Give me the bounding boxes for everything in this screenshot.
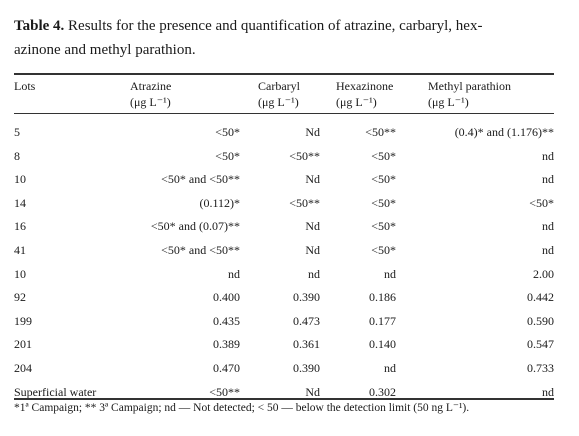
cell-carbaryl: 0.361 [293, 337, 320, 352]
cell-carbaryl: 0.473 [293, 313, 320, 328]
cell-atrazine: <50* and (0.07)** [150, 219, 240, 234]
table-row: 199 0.435 0.473 0.177 0.590 [14, 310, 554, 334]
table-row: 16 <50* and (0.07)** Nd <50* nd [14, 215, 554, 239]
cell-carbaryl: nd [308, 266, 320, 281]
header-carbaryl-unit: (μg L⁻¹) [258, 95, 299, 109]
cell-methyl-parathion: 2.00 [533, 266, 554, 281]
cell-atrazine: (0.112)* [199, 195, 240, 210]
header-carbaryl: Carbaryl (μg L⁻¹) [258, 78, 300, 110]
cell-carbaryl: Nd [305, 384, 320, 399]
table-row: 204 0.470 0.390 nd 0.733 [14, 357, 554, 381]
cell-carbaryl: <50** [289, 195, 320, 210]
table-row: 14 (0.112)* <50** <50* <50* [14, 192, 554, 216]
cell-methyl-parathion: <50* [529, 195, 554, 210]
cell-carbaryl: 0.390 [293, 290, 320, 305]
cell-lots: 10 [14, 172, 26, 187]
cell-methyl-parathion: nd [542, 242, 554, 257]
header-atrazine-unit: (μg L⁻¹) [130, 95, 171, 109]
cell-lots: 201 [14, 337, 32, 352]
cell-methyl-parathion: nd [542, 219, 554, 234]
cell-hexazinone: <50* [371, 195, 396, 210]
cell-methyl-parathion: 0.733 [527, 360, 554, 375]
cell-hexazinone: 0.302 [369, 384, 396, 399]
header-hexazinone-label: Hexazinone [336, 79, 394, 93]
cell-carbaryl: Nd [305, 172, 320, 187]
cell-lots: 204 [14, 360, 32, 375]
cell-lots: 14 [14, 195, 26, 210]
header-carbaryl-label: Carbaryl [258, 79, 300, 93]
cell-methyl-parathion: nd [542, 172, 554, 187]
cell-hexazinone: <50* [371, 242, 396, 257]
cell-carbaryl: Nd [305, 242, 320, 257]
cell-methyl-parathion: 0.590 [527, 313, 554, 328]
header-atrazine-label: Atrazine [130, 79, 172, 93]
cell-carbaryl: <50** [289, 148, 320, 163]
cell-hexazinone: <50** [365, 125, 396, 139]
table-row: 41 <50* and <50** Nd <50* nd [14, 239, 554, 263]
cell-atrazine: <50* and <50** [161, 172, 240, 187]
cell-hexazinone: <50* [371, 148, 396, 163]
cell-methyl-parathion: nd [542, 148, 554, 163]
cell-atrazine: 0.389 [213, 337, 240, 352]
cell-methyl-parathion: 0.547 [527, 337, 554, 352]
cell-methyl-parathion: (0.4)* and (1.176)** [454, 125, 554, 139]
cell-lots: 8 [14, 148, 20, 163]
cell-methyl-parathion: 0.442 [527, 290, 554, 305]
cell-lots: 10 [14, 266, 26, 281]
header-lots: Lots [14, 78, 35, 94]
cell-hexazinone: 0.177 [369, 313, 396, 328]
header-hexazinone: Hexazinone (μg L⁻¹) [336, 78, 393, 110]
cell-atrazine: <50* [215, 125, 240, 139]
cell-lots: 41 [14, 242, 26, 257]
cell-atrazine: <50* and <50** [161, 242, 240, 257]
cell-atrazine: 0.400 [213, 290, 240, 305]
header-atrazine: Atrazine (μg L⁻¹) [130, 78, 171, 110]
header-hexazinone-unit: (μg L⁻¹) [336, 95, 377, 109]
caption-line-1: Results for the presence and quantificat… [64, 18, 483, 34]
cell-carbaryl: Nd [305, 125, 320, 139]
caption-line-2: azinone and methyl parathion. [14, 42, 196, 58]
cell-hexazinone: 0.140 [369, 337, 396, 352]
cell-hexazinone: <50* [371, 172, 396, 187]
cell-lots: 5 [14, 125, 20, 139]
cell-hexazinone: <50* [371, 219, 396, 234]
header-methyl-parathion-unit: (μg L⁻¹) [428, 95, 469, 109]
table-row: 10 nd nd nd 2.00 [14, 263, 554, 287]
cell-atrazine: <50** [209, 384, 240, 399]
cell-atrazine: 0.435 [213, 313, 240, 328]
table-label: Table 4. [14, 18, 65, 34]
bottom-rule [14, 398, 554, 400]
table-row: 201 0.389 0.361 0.140 0.547 [14, 333, 554, 357]
cell-hexazinone: nd [384, 266, 396, 281]
header-methyl-parathion-label: Methyl parathion [428, 79, 511, 93]
table-row: 8 <50* <50** <50* nd [14, 145, 554, 169]
table-row: Superficial water <50** Nd 0.302 nd [14, 381, 554, 405]
cell-lots: 16 [14, 219, 26, 234]
table-row: 92 0.400 0.390 0.186 0.442 [14, 286, 554, 310]
table-caption: Table 4. Results for the presence and qu… [14, 14, 554, 62]
header-lots-label: Lots [14, 79, 36, 93]
cell-atrazine: 0.470 [213, 360, 240, 375]
cell-methyl-parathion: nd [542, 384, 554, 399]
cell-atrazine: <50* [215, 148, 240, 163]
cell-atrazine: nd [228, 266, 240, 281]
table-row: 10 <50* and <50** Nd <50* nd [14, 168, 554, 192]
cell-carbaryl: Nd [305, 219, 320, 234]
cell-hexazinone: 0.186 [369, 290, 396, 305]
cell-lots: 199 [14, 313, 32, 328]
header-methyl-parathion: Methyl parathion (μg L⁻¹) [428, 78, 511, 110]
table-row: 5 <50* Nd <50** (0.4)* and (1.176)** [14, 121, 554, 145]
cell-lots: 92 [14, 290, 26, 305]
cell-lots: Superficial water [14, 384, 97, 399]
table-body: 5 <50* Nd <50** (0.4)* and (1.176)** 8 <… [14, 121, 554, 404]
top-rule [14, 73, 554, 75]
table-footnote: *1ª Campaign; ** 3ª Campaign; nd — Not d… [14, 402, 470, 414]
header-rule [14, 113, 554, 114]
cell-hexazinone: nd [384, 360, 396, 375]
cell-carbaryl: 0.390 [293, 360, 320, 375]
